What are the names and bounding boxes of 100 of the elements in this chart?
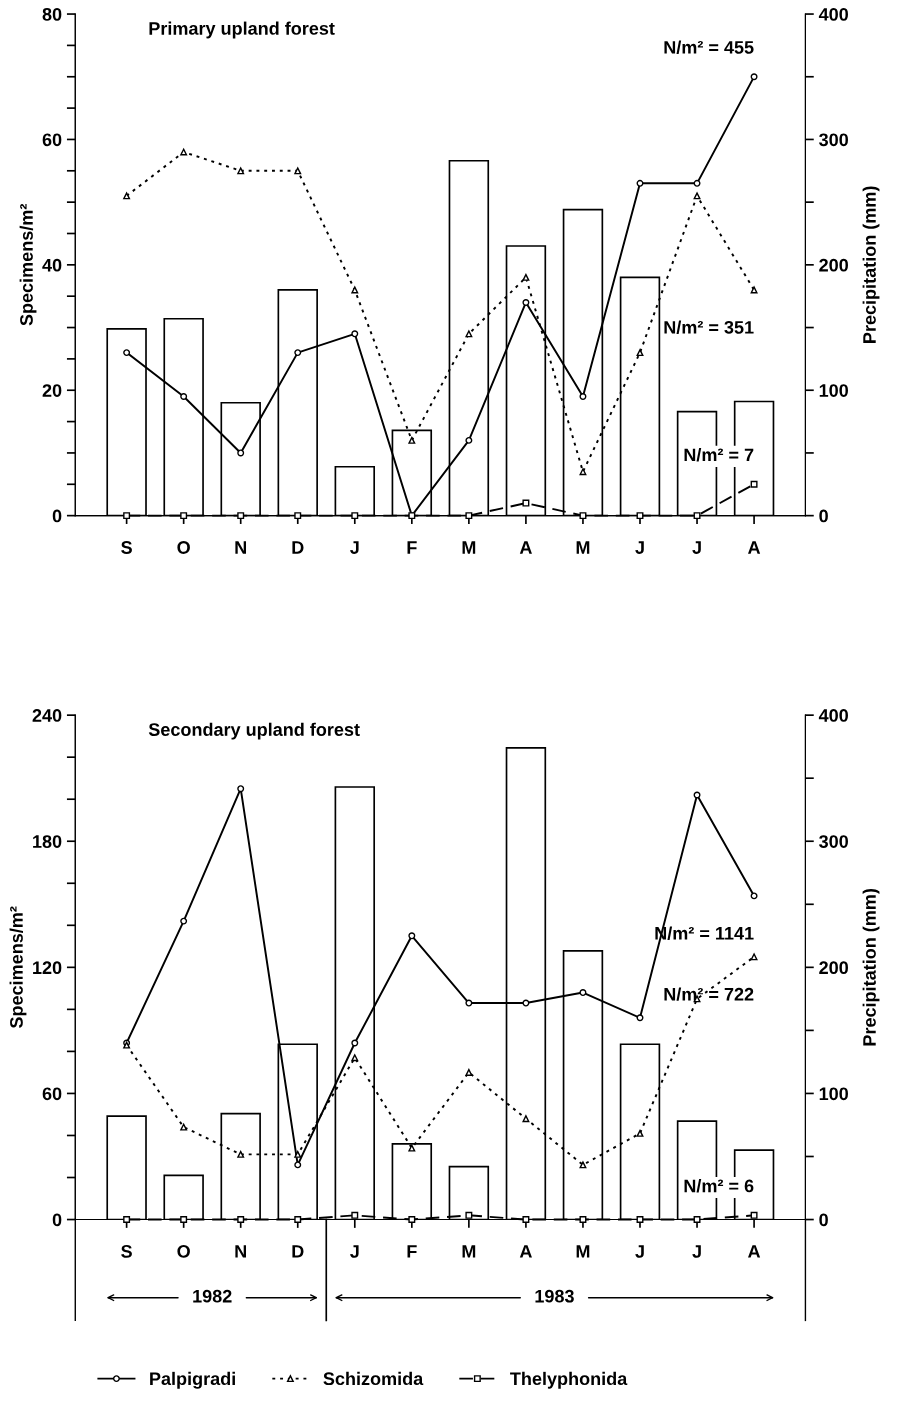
point — [180, 148, 188, 156]
y2-tick-label: 300 — [819, 133, 848, 147]
y-tick-label: 80 — [42, 7, 62, 21]
point — [294, 167, 302, 175]
point — [123, 349, 131, 357]
point — [579, 1216, 587, 1224]
point — [750, 1211, 758, 1219]
y-tick-label: 0 — [52, 509, 62, 523]
point — [465, 1211, 473, 1219]
point — [351, 512, 359, 520]
y-tick-label: 40 — [42, 258, 62, 272]
point — [693, 179, 701, 187]
y2-tick-label: 300 — [819, 835, 848, 848]
point — [351, 1039, 359, 1047]
point — [408, 436, 416, 444]
annotation: N/m² = 722 — [664, 987, 754, 1001]
x-tick-label: J — [692, 1245, 701, 1258]
point — [693, 1216, 701, 1224]
point — [522, 273, 530, 281]
annotation: N/m² = 455 — [664, 40, 754, 54]
point — [636, 349, 644, 357]
point — [237, 512, 245, 520]
point — [123, 1216, 131, 1224]
point — [522, 1115, 530, 1123]
x-tick-label: M — [462, 1245, 476, 1258]
y-axis-title: Specimens/m² — [19, 204, 37, 326]
point — [465, 999, 473, 1007]
point — [180, 917, 188, 925]
text: 1983 — [535, 1289, 574, 1303]
point — [522, 999, 530, 1007]
legend-label: Thelyphonida — [510, 1371, 628, 1389]
x-tick-label: J — [692, 541, 701, 554]
y2-tick-label: 0 — [819, 1213, 828, 1227]
x-tick-label: S — [121, 541, 132, 554]
x-tick-label: A — [748, 1245, 761, 1258]
y2-axis-title: Precipitation (mm) — [862, 186, 880, 343]
point — [636, 1129, 644, 1137]
x-tick-label: D — [292, 541, 304, 554]
y2-tick-label: 0 — [819, 509, 828, 523]
point — [465, 436, 473, 444]
y2-tick-label: 400 — [818, 7, 848, 21]
x-tick-label: S — [121, 1245, 132, 1258]
x-tick-label: O — [177, 1245, 190, 1258]
x-tick-label: J — [635, 541, 644, 554]
point — [522, 1216, 530, 1224]
point — [351, 286, 359, 294]
point — [123, 512, 131, 520]
point — [294, 349, 302, 357]
legend-label: Palpigradi — [150, 1371, 235, 1389]
point — [123, 192, 131, 200]
point — [693, 512, 701, 520]
point — [522, 499, 530, 507]
y-tick-label: 240 — [32, 709, 62, 722]
point — [351, 330, 359, 338]
y2-tick-label: 200 — [819, 961, 848, 975]
point — [579, 512, 587, 520]
point — [579, 1161, 587, 1169]
point — [294, 1216, 302, 1224]
point — [465, 512, 473, 520]
x-tick-label: M — [462, 541, 476, 554]
point — [351, 1211, 359, 1219]
annotation: N/m² = 6 — [684, 1179, 754, 1193]
x-tick-label: F — [407, 541, 417, 554]
x-tick-label: J — [350, 1245, 359, 1258]
annotation: N/m² = 351 — [664, 320, 754, 334]
point — [408, 932, 416, 940]
point — [579, 468, 587, 476]
point — [636, 1014, 644, 1022]
point — [750, 953, 758, 961]
point — [750, 73, 758, 81]
point — [408, 1144, 416, 1152]
point — [294, 1161, 302, 1169]
x-tick-label: M — [576, 1245, 590, 1258]
point — [750, 286, 758, 294]
x-tick-label: O — [177, 541, 190, 554]
annotation: N/m² = 7 — [684, 448, 754, 462]
point — [465, 1068, 473, 1076]
point — [237, 167, 245, 175]
x-tick-label: D — [292, 1245, 304, 1258]
y-tick-label: 180 — [33, 835, 62, 848]
point — [237, 1150, 245, 1158]
y-tick-label: 120 — [33, 961, 62, 975]
y-axis-title: Specimens/m² — [9, 906, 27, 1029]
y-tick-label: 60 — [42, 133, 62, 147]
legend-label: Schizomida — [323, 1371, 424, 1386]
y-tick-label: 0 — [52, 1213, 62, 1227]
chart-title: Secondary upland forest — [148, 722, 360, 740]
x-tick-label: F — [407, 1245, 417, 1258]
x-tick-label: J — [635, 1245, 644, 1258]
y2-tick-label: 400 — [818, 709, 848, 722]
point — [579, 393, 587, 400]
point — [408, 1216, 416, 1224]
x-tick-label: J — [350, 541, 359, 554]
point — [750, 480, 758, 488]
y2-axis-title: Precipitation (mm) — [862, 888, 880, 1046]
y-tick-label: 20 — [42, 384, 62, 397]
point — [237, 449, 245, 457]
point — [750, 892, 758, 900]
point — [294, 1150, 302, 1158]
point — [237, 785, 245, 793]
